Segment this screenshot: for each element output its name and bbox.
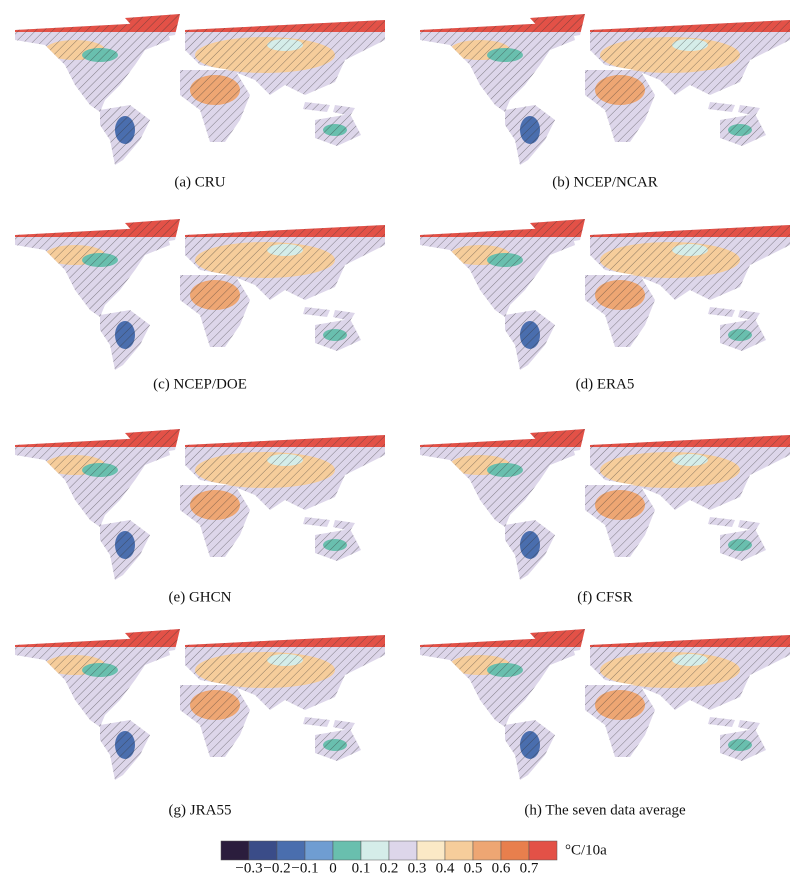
panel-label: (f) CFSR — [577, 589, 632, 605]
map-panel — [410, 215, 795, 375]
panel-label: (d) ERA5 — [576, 376, 635, 392]
colorbar-tick-label: 0 — [329, 860, 337, 876]
map-panel — [410, 10, 795, 170]
world-map — [410, 215, 795, 375]
colorbar-tick-label: 0.4 — [436, 860, 455, 876]
map-panel — [5, 10, 390, 170]
colorbar-swatch — [332, 840, 362, 861]
colorbar-swatch — [444, 840, 474, 861]
panel-label: (c) NCEP/DOE — [153, 376, 247, 392]
map-panel — [5, 625, 390, 785]
colorbar-swatch — [500, 840, 530, 861]
colorbar-tick-label: 0.1 — [352, 860, 371, 876]
map-panel — [5, 215, 390, 375]
map-panel — [5, 425, 390, 585]
colorbar-swatch — [276, 840, 306, 861]
world-map — [410, 425, 795, 585]
colorbar-unit: °C/10a — [565, 842, 607, 858]
colorbar-swatch — [416, 840, 446, 861]
world-map — [410, 10, 795, 170]
colorbar-tick-label: −0.3 — [235, 860, 262, 876]
panel-label: (e) GHCN — [169, 589, 232, 605]
panel-label: (a) CRU — [174, 174, 225, 190]
colorbar-swatch — [220, 840, 250, 861]
colorbar-tick-label: 0.3 — [408, 860, 427, 876]
world-map — [410, 625, 795, 785]
colorbar-tick-label: −0.1 — [291, 860, 318, 876]
colorbar-swatch — [304, 840, 334, 861]
map-panel — [410, 625, 795, 785]
colorbar-swatch — [248, 840, 278, 861]
colorbar-tick-label: 0.6 — [492, 860, 511, 876]
world-map — [5, 425, 390, 585]
panel-label: (h) The seven data average — [524, 802, 686, 818]
colorbar-tick-label: −0.2 — [263, 860, 290, 876]
colorbar-swatch — [528, 840, 558, 861]
map-panel — [410, 425, 795, 585]
colorbar-tick-label: 0.7 — [520, 860, 539, 876]
colorbar-swatch — [472, 840, 502, 861]
world-map — [5, 10, 390, 170]
world-map — [5, 215, 390, 375]
colorbar-swatch — [360, 840, 390, 861]
world-map — [5, 625, 390, 785]
colorbar: °C/10a −0.3 −0.2 −0.1 0 0.1 0.2 0.3 0.4 0.5 0.6 0.… — [220, 840, 607, 876]
colorbar-swatch — [388, 840, 418, 861]
panel-label: (g) JRA55 — [169, 802, 232, 818]
panels: (a) CRU (b) NCEP/NCAR (c) NCEP/DOE (d) ERA5… — [5, 10, 795, 818]
colorbar-tick-label: 0.5 — [464, 860, 483, 876]
panel-label: (b) NCEP/NCAR — [552, 174, 657, 190]
colorbar-tick-label: 0.2 — [380, 860, 399, 876]
